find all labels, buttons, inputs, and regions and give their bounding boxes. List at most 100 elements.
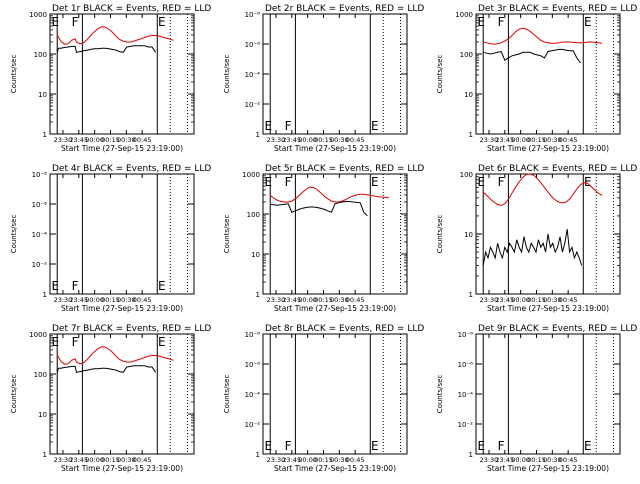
x-tick-label: 00:45 bbox=[559, 136, 578, 144]
x-tick-label: 00:45 bbox=[346, 296, 365, 304]
y-tick-label: 10⁻⁸ bbox=[32, 171, 48, 179]
y-tick-label: 1 bbox=[256, 451, 260, 459]
marker-label: F bbox=[285, 439, 292, 453]
x-tick-label: 00:30 bbox=[117, 296, 136, 304]
chart-title: Det 3r BLACK = Events, RED = LLD bbox=[478, 4, 637, 14]
y-tick-label: 10 bbox=[38, 411, 47, 419]
x-tick-label: 00:00 bbox=[511, 136, 530, 144]
marker-label: F bbox=[498, 439, 505, 453]
x-tick-label: 00:00 bbox=[85, 456, 104, 464]
y-axis-label: Counts/sec bbox=[223, 55, 231, 94]
events-rate-series bbox=[56, 45, 157, 53]
marker-label: F bbox=[498, 15, 505, 29]
events-rate-series bbox=[270, 201, 368, 217]
marker-label: E bbox=[158, 15, 166, 29]
x-tick-label: 23:30 bbox=[267, 296, 286, 304]
marker-label: E bbox=[51, 335, 59, 349]
x-tick-label: 00:45 bbox=[133, 136, 152, 144]
marker-label: F bbox=[498, 175, 505, 189]
plot-frame bbox=[262, 333, 408, 455]
lld-rate-series bbox=[482, 173, 603, 206]
plot-frame bbox=[475, 13, 621, 135]
y-tick-label: 1 bbox=[43, 291, 47, 299]
y-tick-label: 10⁻⁸ bbox=[458, 331, 474, 339]
y-tick-label: 1000 bbox=[455, 11, 473, 19]
y-tick-label: 10⁻⁴ bbox=[245, 71, 261, 79]
x-axis-label: Start Time (27-Sep-15 23:19:00) bbox=[61, 144, 183, 153]
x-tick-label: 23:30 bbox=[480, 296, 499, 304]
x-tick-label: 23:45 bbox=[495, 456, 514, 464]
chart-title: Det 9r BLACK = Events, RED = LLD bbox=[478, 324, 637, 334]
y-tick-label: 10⁻² bbox=[458, 421, 474, 429]
x-tick-label: 00:15 bbox=[314, 456, 333, 464]
x-axis-label: Start Time (27-Sep-15 23:19:00) bbox=[61, 304, 183, 313]
y-tick-label: 10⁻⁴ bbox=[32, 231, 48, 239]
events-rate-series bbox=[482, 229, 583, 266]
y-tick-label: 100 bbox=[460, 171, 473, 179]
x-tick-label: 23:30 bbox=[267, 136, 286, 144]
y-axis-label: Counts/sec bbox=[436, 55, 444, 94]
chart-title: Det 6r BLACK = Events, RED = LLD bbox=[478, 164, 637, 174]
events-rate-series bbox=[483, 48, 581, 64]
y-tick-label: 1 bbox=[256, 131, 260, 139]
lld-rate-series bbox=[56, 346, 174, 365]
y-axis-label: Counts/sec bbox=[436, 215, 444, 254]
panel-det-1r: Det 1r BLACK = Events, RED = LLD Counts/s… bbox=[10, 4, 211, 153]
x-tick-label: 00:00 bbox=[298, 296, 317, 304]
x-tick-label: 00:30 bbox=[330, 136, 349, 144]
x-axis-label: Start Time (27-Sep-15 23:19:00) bbox=[61, 464, 183, 473]
marker-label: E bbox=[584, 439, 592, 453]
chart-title: Det 2r BLACK = Events, RED = LLD bbox=[265, 4, 424, 14]
y-tick-label: 1 bbox=[469, 451, 473, 459]
y-tick-label: 10⁻⁶ bbox=[458, 361, 474, 369]
marker-label: E bbox=[264, 175, 272, 189]
y-tick-label: 10⁻² bbox=[32, 261, 48, 269]
panel-det-9r: Det 9r BLACK = Events, RED = LLD Counts/s… bbox=[436, 324, 637, 473]
x-axis-label: Start Time (27-Sep-15 23:19:00) bbox=[487, 304, 609, 313]
x-tick-label: 23:45 bbox=[282, 456, 301, 464]
y-axis-label: Counts/sec bbox=[436, 375, 444, 414]
x-tick-label: 00:45 bbox=[346, 136, 365, 144]
x-tick-label: 23:45 bbox=[282, 296, 301, 304]
marker-label: E bbox=[158, 279, 166, 293]
x-axis-label: Start Time (27-Sep-15 23:19:00) bbox=[487, 464, 609, 473]
y-tick-label: 10 bbox=[251, 251, 260, 259]
marker-label: E bbox=[477, 175, 485, 189]
y-tick-label: 100 bbox=[34, 371, 47, 379]
x-tick-label: 00:00 bbox=[298, 136, 317, 144]
x-tick-label: 23:45 bbox=[69, 136, 88, 144]
x-tick-label: 00:45 bbox=[559, 296, 578, 304]
chart-title: Det 1r BLACK = Events, RED = LLD bbox=[52, 4, 211, 14]
y-axis-label: Counts/sec bbox=[10, 55, 18, 94]
x-tick-label: 00:15 bbox=[527, 296, 546, 304]
marker-label: E bbox=[477, 439, 485, 453]
x-tick-label: 00:15 bbox=[101, 296, 120, 304]
x-tick-label: 23:30 bbox=[54, 456, 73, 464]
x-tick-label: 00:00 bbox=[298, 456, 317, 464]
marker-label: E bbox=[477, 15, 485, 29]
x-axis-label: Start Time (27-Sep-15 23:19:00) bbox=[274, 304, 396, 313]
y-tick-label: 1000 bbox=[242, 171, 260, 179]
x-axis-label: Start Time (27-Sep-15 23:19:00) bbox=[274, 144, 396, 153]
panel-det-6r: Det 6r BLACK = Events, RED = LLD Counts/s… bbox=[436, 164, 637, 313]
y-tick-label: 1000 bbox=[29, 11, 47, 19]
y-tick-label: 100 bbox=[34, 51, 47, 59]
x-tick-label: 00:15 bbox=[101, 136, 120, 144]
marker-label: F bbox=[72, 15, 79, 29]
y-tick-label: 10⁻⁸ bbox=[245, 11, 261, 19]
plot-frame bbox=[475, 333, 621, 455]
panel-det-5r: Det 5r BLACK = Events, RED = LLD Counts/s… bbox=[223, 164, 424, 313]
panel-det-8r: Det 8r BLACK = Events, RED = LLD Counts/s… bbox=[223, 324, 424, 473]
marker-label: E bbox=[264, 119, 272, 133]
x-tick-label: 00:15 bbox=[527, 456, 546, 464]
events-rate-series bbox=[56, 365, 157, 373]
y-tick-label: 10⁻² bbox=[245, 101, 261, 109]
x-tick-label: 00:45 bbox=[346, 456, 365, 464]
x-tick-label: 00:15 bbox=[314, 136, 333, 144]
y-tick-label: 10⁻² bbox=[245, 421, 261, 429]
x-tick-label: 23:30 bbox=[480, 136, 499, 144]
chart-title: Det 8r BLACK = Events, RED = LLD bbox=[265, 324, 424, 334]
y-axis-label: Counts/sec bbox=[10, 215, 18, 254]
